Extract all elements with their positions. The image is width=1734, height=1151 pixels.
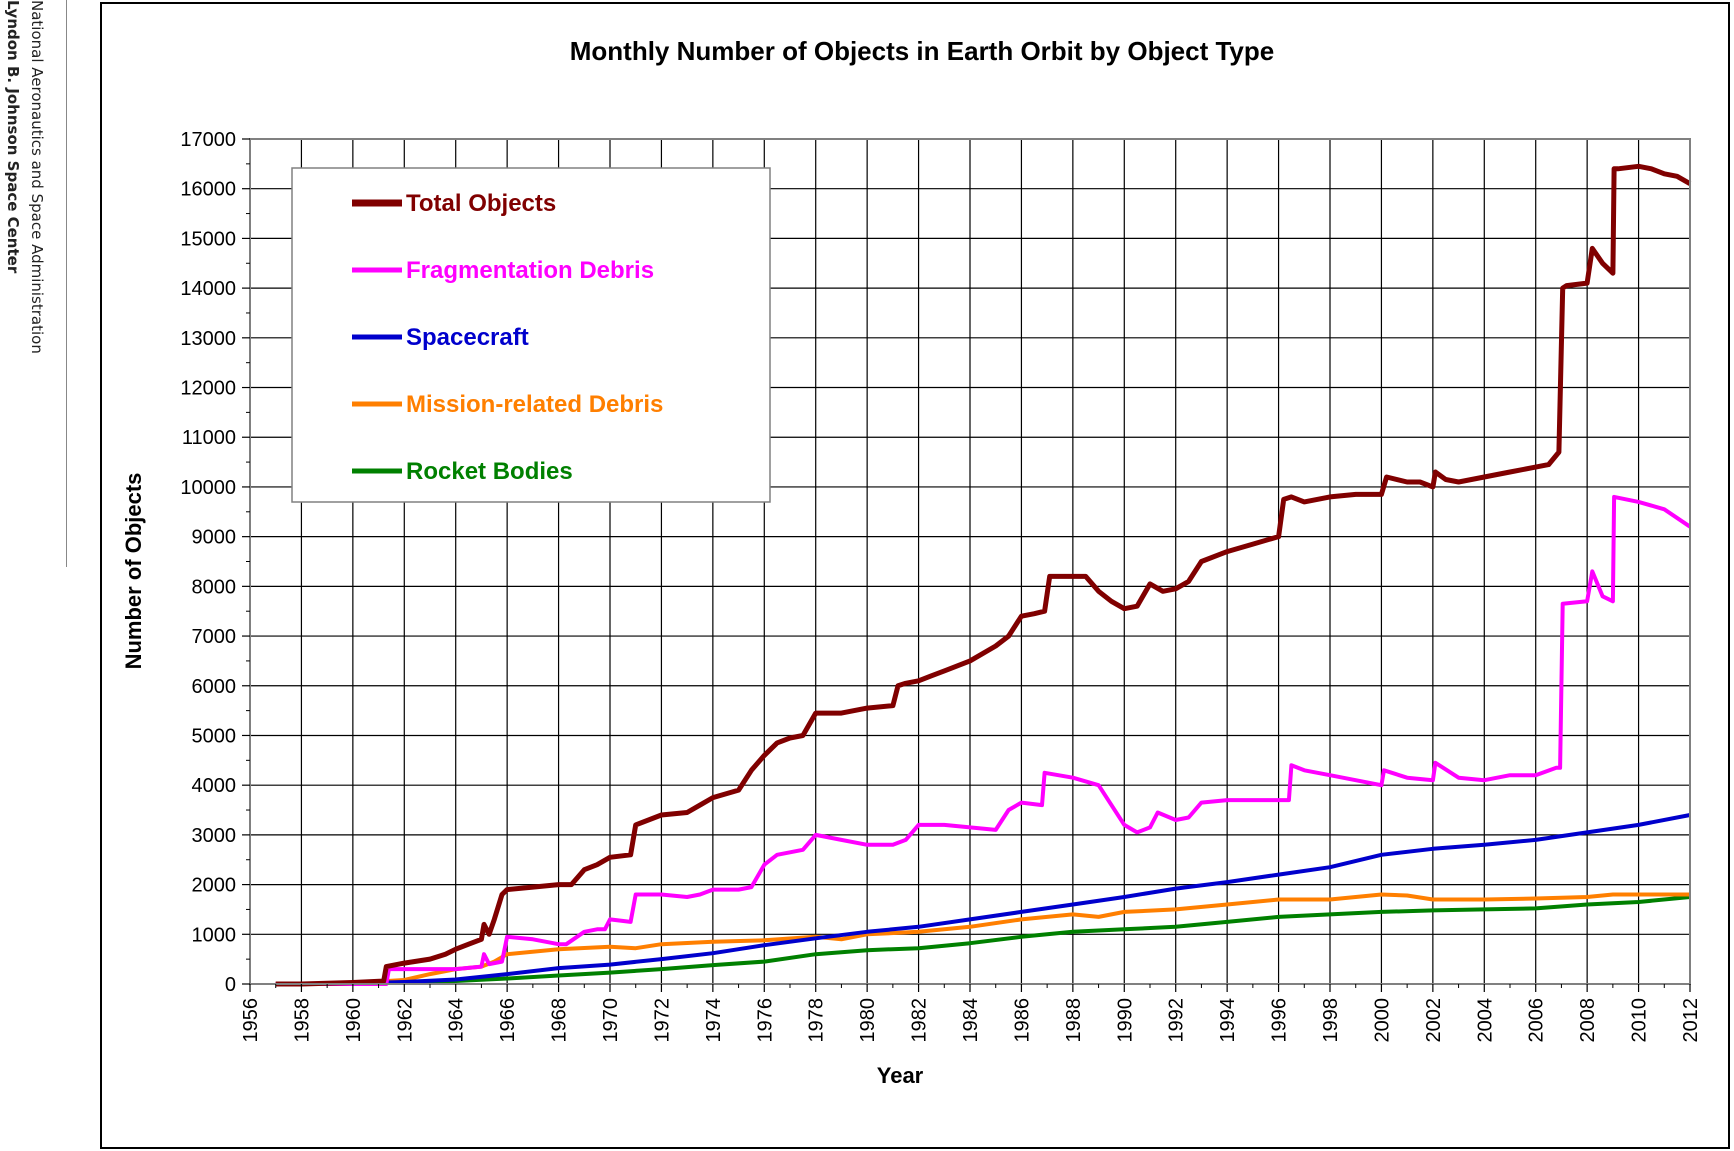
legend-label-rocket-bodies: Rocket Bodies — [406, 458, 573, 485]
x-tick-label: 2004 — [1474, 998, 1496, 1043]
y-tick-label: 7000 — [192, 626, 237, 648]
y-tick-label: 5000 — [192, 725, 237, 747]
x-axis: 1956 1958 1960 1962 1964 1966 1968 1970 1972 1974… — [240, 984, 1702, 1043]
x-tick-label: 1966 — [497, 998, 519, 1043]
x-tick-label: 1972 — [651, 998, 673, 1043]
y-tick-label: 17000 — [180, 129, 236, 151]
sidebar-divider — [66, 0, 67, 567]
series-line-rocket-bodies — [275, 895, 1691, 986]
x-tick-label: 1980 — [857, 998, 879, 1043]
x-tick-label: 1996 — [1269, 998, 1291, 1043]
legend-label-mission-related-debris: Mission-related Debris — [406, 391, 663, 418]
y-tick-label: 11000 — [182, 427, 236, 449]
series-line-total-objects — [275, 163, 1692, 987]
x-tick-label: 1968 — [549, 998, 571, 1043]
x-tick-label: 1960 — [343, 998, 365, 1043]
x-tick-label: 1990 — [1114, 998, 1136, 1043]
y-tick-label: 10000 — [180, 477, 236, 499]
x-tick-label: 1988 — [1063, 998, 1085, 1043]
y-tick-label: 2000 — [192, 875, 237, 897]
org-name-line2: Lyndon B. Johnson Space Center — [4, 0, 22, 274]
y-tick-label: 3000 — [192, 825, 237, 847]
legend-label-spacecraft: Spacecraft — [406, 324, 529, 351]
y-tick-label: 6000 — [192, 676, 237, 698]
y-tick-label: 4000 — [192, 775, 237, 797]
legend: Total Objects Fragmentation Debris Spacecr… — [291, 167, 771, 503]
x-tick-label: 1982 — [909, 998, 931, 1043]
chart-title: Monthly Number of Objects in Earth Orbit… — [570, 36, 1274, 66]
x-tick-label: 2002 — [1423, 998, 1445, 1043]
x-tick-label: 2012 — [1680, 998, 1702, 1043]
x-tick-label: 1992 — [1166, 998, 1188, 1043]
x-tick-label: 1994 — [1217, 998, 1239, 1043]
series-layer — [275, 163, 1692, 987]
chart-frame — [100, 2, 1730, 1149]
y-tick-label: 12000 — [180, 378, 236, 400]
x-tick-label: 1998 — [1320, 998, 1342, 1043]
x-tick-label: 2006 — [1526, 998, 1548, 1043]
x-tick-label: 1978 — [806, 998, 828, 1043]
y-tick-label: 14000 — [180, 278, 236, 300]
y-axis: 0 1000 2000 3000 4000 5000 6000 7000 8000 9000 100… — [180, 129, 250, 996]
y-axis-label: Number of Objects — [121, 473, 146, 670]
legend-label-fragmentation-debris: Fragmentation Debris — [406, 257, 654, 284]
legend-items: Total Objects Fragmentation Debris Spacecr… — [352, 190, 663, 485]
x-tick-label: 1958 — [291, 998, 313, 1043]
y-tick-label: 16000 — [180, 179, 236, 201]
x-axis-label: Year — [877, 1063, 924, 1088]
y-tick-label: 15000 — [180, 228, 236, 250]
legend-label-total-objects: Total Objects — [406, 190, 556, 217]
x-tick-label: 1986 — [1011, 998, 1033, 1043]
x-tick-label: 1970 — [600, 998, 622, 1043]
x-tick-label: 1962 — [394, 998, 416, 1043]
y-tick-label: 1000 — [192, 924, 237, 946]
y-tick-label: 9000 — [192, 527, 237, 549]
y-tick-label: 0 — [225, 974, 236, 996]
y-tick-label: 8000 — [192, 576, 237, 598]
series-line-fragmentation-debris — [275, 494, 1692, 986]
x-tick-label: 2010 — [1629, 998, 1651, 1043]
x-tick-label: 1974 — [703, 998, 725, 1043]
series-line-spacecraft — [275, 813, 1691, 986]
x-tick-label: 1964 — [446, 998, 468, 1043]
y-tick-label: 13000 — [180, 328, 236, 350]
x-tick-label: 1976 — [754, 998, 776, 1043]
x-tick-label: 2000 — [1371, 998, 1393, 1043]
x-tick-label: 2008 — [1577, 998, 1599, 1043]
org-name-line1: National Aeronautics and Space Administr… — [28, 0, 46, 354]
x-tick-label: 1984 — [960, 998, 982, 1043]
x-tick-label: 1956 — [240, 998, 262, 1043]
